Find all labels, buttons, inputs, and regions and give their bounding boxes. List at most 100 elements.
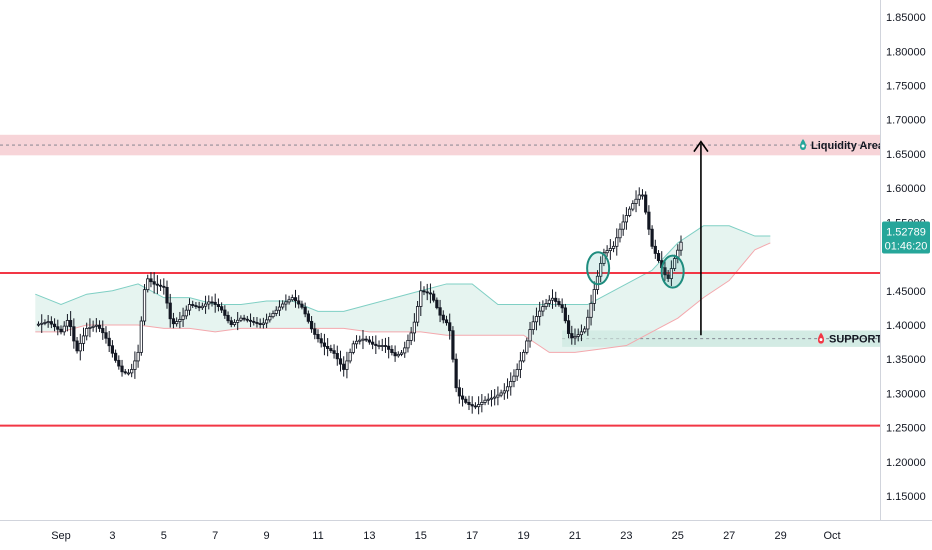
candle bbox=[258, 318, 262, 329]
candle bbox=[332, 344, 336, 359]
plot-background bbox=[0, 0, 880, 520]
candle bbox=[464, 396, 468, 405]
candle-body bbox=[194, 305, 198, 308]
candle bbox=[425, 283, 429, 301]
x-tick-label: 11 bbox=[312, 530, 323, 542]
current-price-badge: 1.52789 01:46:20 bbox=[882, 221, 930, 254]
candle-body bbox=[383, 345, 388, 347]
candle bbox=[165, 280, 169, 309]
liquidity-area-pin-icon bbox=[800, 139, 806, 151]
candle bbox=[428, 283, 433, 304]
y-tick-label: 1.60000 bbox=[886, 183, 926, 195]
candle bbox=[59, 325, 63, 335]
candle-body bbox=[309, 320, 314, 330]
candle-body bbox=[149, 278, 153, 283]
candle-body bbox=[573, 336, 577, 339]
y-tick-label: 1.80000 bbox=[886, 46, 926, 58]
support-pin-dot bbox=[819, 338, 823, 342]
candle-body bbox=[403, 347, 407, 354]
candle bbox=[473, 402, 478, 410]
target-arrow-head bbox=[693, 140, 709, 153]
candle bbox=[290, 294, 294, 302]
candle-body bbox=[104, 332, 108, 339]
candle-body bbox=[640, 194, 645, 197]
candle-body bbox=[117, 359, 121, 367]
x-tick-label: 9 bbox=[264, 530, 270, 542]
candle-body bbox=[165, 286, 169, 304]
candle-body bbox=[146, 278, 150, 291]
candle-body bbox=[88, 326, 92, 329]
candle bbox=[441, 310, 445, 324]
support-label: SUPPORT bbox=[829, 334, 882, 346]
candle bbox=[194, 302, 198, 309]
candle bbox=[126, 369, 131, 376]
candle bbox=[268, 312, 272, 323]
candle bbox=[477, 396, 481, 415]
candle-body bbox=[300, 303, 304, 308]
candle bbox=[650, 225, 654, 249]
candle-body bbox=[348, 351, 352, 362]
candle-body bbox=[428, 292, 433, 295]
arrow-layer bbox=[693, 140, 709, 336]
candle bbox=[335, 345, 339, 366]
candle bbox=[544, 298, 548, 310]
candle-body bbox=[284, 301, 288, 305]
candle-body bbox=[464, 398, 468, 403]
candle-body bbox=[255, 322, 259, 324]
y-axis-area[interactable] bbox=[881, 0, 932, 520]
candle-body bbox=[316, 334, 320, 340]
candle bbox=[62, 321, 66, 336]
candle-body bbox=[444, 319, 449, 324]
x-tick-label: 15 bbox=[415, 530, 427, 542]
x-tick-label: Sep bbox=[51, 530, 71, 542]
candle-body bbox=[110, 345, 114, 354]
candle bbox=[110, 340, 114, 358]
candle bbox=[560, 298, 564, 313]
candle bbox=[319, 332, 323, 348]
candle bbox=[460, 387, 465, 407]
candle-body bbox=[496, 394, 500, 398]
candle bbox=[197, 301, 201, 312]
candle bbox=[618, 223, 622, 243]
x-tick-label: 19 bbox=[517, 530, 529, 542]
candle-body bbox=[293, 297, 298, 302]
candle-body bbox=[245, 318, 249, 321]
candle-body bbox=[432, 293, 436, 301]
candle-body bbox=[123, 371, 127, 374]
candle bbox=[467, 395, 471, 411]
candle bbox=[326, 338, 330, 357]
candle-body bbox=[226, 314, 230, 322]
x-tick-label: 29 bbox=[774, 530, 786, 542]
candle bbox=[538, 301, 542, 326]
candle bbox=[640, 189, 645, 200]
candle bbox=[653, 239, 657, 259]
candle bbox=[107, 330, 111, 353]
candle bbox=[88, 318, 92, 338]
candle-body bbox=[248, 319, 253, 322]
candle bbox=[329, 344, 333, 354]
candle-body bbox=[399, 352, 404, 355]
x-axis-area[interactable] bbox=[0, 521, 932, 550]
candle bbox=[226, 311, 230, 324]
candle-body bbox=[242, 317, 246, 320]
candle-body bbox=[637, 194, 641, 200]
candle bbox=[123, 369, 127, 375]
candle-body bbox=[326, 345, 330, 349]
candle-body bbox=[666, 274, 670, 279]
candle bbox=[149, 272, 153, 288]
candle-body bbox=[62, 325, 66, 333]
candle-body bbox=[544, 303, 548, 308]
y-tick-label: 1.65000 bbox=[886, 149, 926, 161]
candle bbox=[361, 329, 365, 350]
candle-body bbox=[425, 291, 429, 294]
candle bbox=[104, 326, 108, 344]
candle-body bbox=[454, 358, 458, 389]
candle bbox=[277, 300, 282, 316]
candle-body bbox=[631, 203, 635, 210]
candle-body bbox=[528, 329, 532, 342]
candle bbox=[75, 337, 79, 354]
candle bbox=[94, 318, 98, 333]
candle-body bbox=[371, 341, 375, 345]
candle bbox=[91, 320, 95, 332]
